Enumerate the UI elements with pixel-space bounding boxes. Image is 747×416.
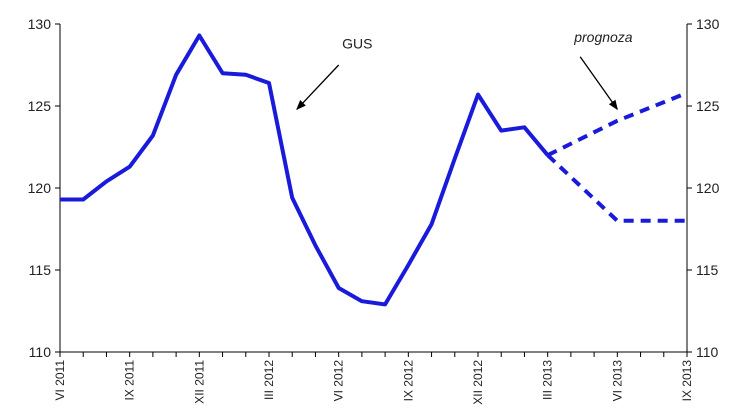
ticks: 110 110 115 115 120 120 125 125 130 130 VI 2011 IX … — [28, 16, 720, 405]
x-tick-label: XII 2011 — [192, 360, 206, 404]
x-tick-label: VI 2013 — [610, 360, 624, 402]
x-tick-label: IX 2013 — [680, 360, 694, 402]
annotation-prognoza-label: prognoza — [573, 29, 633, 45]
annotation-prognoza-arrow — [579, 56, 618, 111]
y-tick-label-left: 115 — [29, 262, 52, 278]
y-tick-label-left: 125 — [28, 98, 52, 114]
y-tick-label-right: 130 — [696, 16, 720, 32]
y-tick-label-left: 130 — [28, 16, 52, 32]
x-tick-label: IX 2012 — [401, 360, 415, 402]
y-tick-label-left: 120 — [28, 180, 52, 196]
x-tick-label: XII 2012 — [471, 360, 485, 405]
series-line-prognoza-2 — [546, 153, 687, 223]
annotation-gus-label: GUS — [342, 36, 372, 52]
y-tick-label-left: 110 — [29, 344, 52, 360]
series-lines — [60, 33, 688, 307]
y-tick-label-right: 120 — [696, 180, 720, 196]
y-tick-label-right: 125 — [696, 98, 720, 114]
series-line-prognoza-1 — [546, 91, 688, 157]
x-tick-label: VI 2011 — [53, 360, 67, 401]
x-tick-label: III 2013 — [541, 360, 555, 400]
x-tick-label: IX 2011 — [123, 360, 137, 401]
x-tick-label: VI 2012 — [332, 360, 346, 402]
x-tick-label: III 2012 — [262, 360, 276, 400]
y-tick-label-right: 115 — [696, 262, 719, 278]
series-line-gus-0 — [60, 33, 550, 307]
y-tick-label-right: 110 — [696, 344, 719, 360]
annotation-gus-arrow — [296, 64, 340, 111]
annotations: GUS prognoza — [296, 29, 633, 111]
